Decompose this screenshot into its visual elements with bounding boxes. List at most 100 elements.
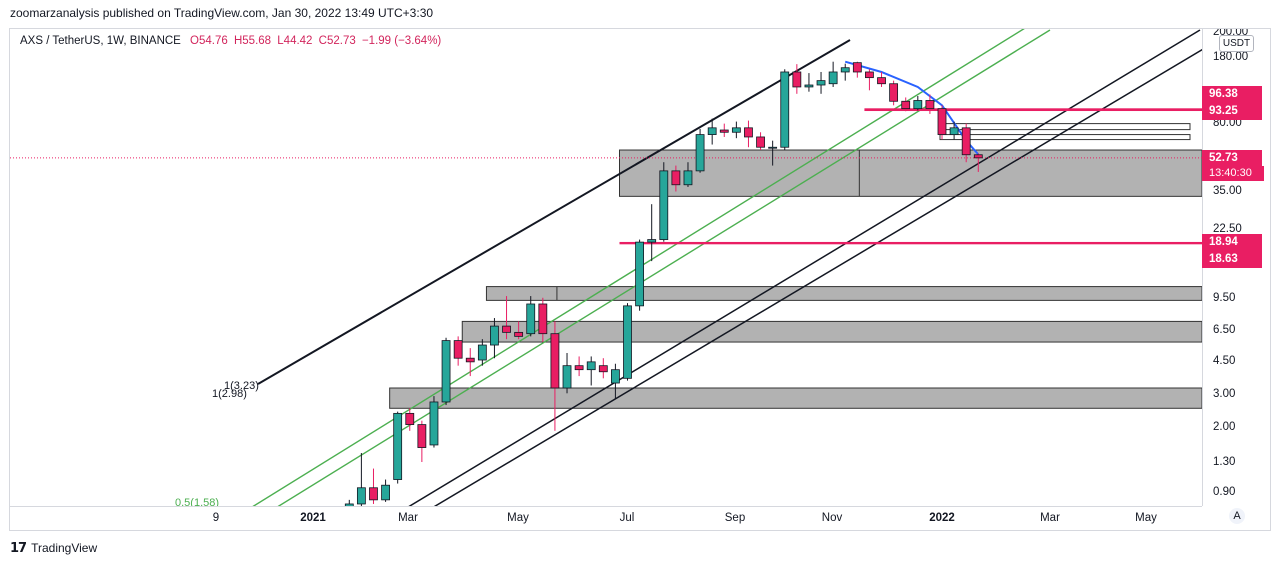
candle-up — [344, 503, 354, 506]
channel-lower-line-1 — [408, 29, 1201, 506]
candle-down — [937, 108, 947, 135]
candle-up — [816, 80, 826, 86]
time-tick: 2022 — [929, 512, 955, 524]
candle-up — [526, 303, 536, 335]
candle-down — [961, 127, 971, 156]
footer: 𝟭𝟳 TradingView — [10, 540, 97, 556]
small-zone — [939, 123, 1191, 131]
candle-down — [550, 333, 560, 389]
candle-up — [356, 487, 366, 505]
series-legend: AXS / TetherUS, 1W, BINANCE O54.76 H55.6… — [20, 35, 444, 47]
candle-down — [405, 412, 415, 425]
time-axis[interactable]: 9 2021 Mar May Jul Sep Nov 2022 Mar May — [10, 506, 1202, 531]
time-tick: Mar — [398, 512, 418, 524]
candle-down — [369, 487, 378, 501]
fib-label-half: 0.5(1.58) — [175, 497, 220, 506]
candle-down — [502, 325, 511, 333]
fib-label-b: 1(2.98) — [212, 388, 247, 400]
candle-up — [623, 305, 632, 379]
candle-up — [441, 340, 451, 403]
candle-up — [913, 100, 923, 110]
support-zone — [619, 149, 1202, 197]
candlestick-chart[interactable] — [10, 29, 1202, 506]
candle-up — [586, 361, 596, 371]
price-label-18-94: 18.94 — [1202, 234, 1262, 251]
time-tick: 9 — [212, 512, 220, 524]
price-tick: 200.00 — [1213, 29, 1249, 38]
candle-down — [973, 154, 983, 159]
candle-up — [768, 146, 778, 149]
price-tick: 35.00 — [1213, 185, 1242, 197]
price-label-93: 93.25 — [1202, 103, 1262, 120]
candle-down — [671, 170, 681, 186]
candle-up — [828, 71, 838, 85]
time-tick: May — [1135, 512, 1157, 524]
candle-down — [574, 365, 584, 371]
candle-down — [852, 62, 862, 73]
auto-scale-button[interactable]: A — [1229, 508, 1245, 524]
candle-down — [756, 136, 765, 148]
change-value: −1.99 (−3.64%) — [361, 35, 442, 47]
candle-up — [635, 241, 644, 307]
candle-up — [949, 127, 959, 135]
candle-down — [417, 424, 427, 448]
low-value: L44.42 — [277, 35, 313, 47]
candle-up — [780, 71, 790, 148]
price-tick: 22.50 — [1213, 223, 1242, 235]
candle-down — [538, 303, 548, 335]
price-tick: 80.00 — [1213, 117, 1242, 129]
small-zone — [939, 134, 1191, 141]
price-tick: 6.50 — [1213, 324, 1236, 336]
price-tick: 4.50 — [1213, 355, 1236, 367]
price-tick: 0.90 — [1213, 486, 1236, 498]
currency-button[interactable]: USDT — [1219, 35, 1254, 52]
candle-down — [792, 71, 802, 88]
price-axis[interactable]: 200.00 180.00 80.00 35.00 22.50 9.50 6.50 4.50 3… — [1202, 29, 1271, 506]
candle-down — [925, 100, 935, 110]
tradingview-logo-icon: 𝟭𝟳 — [10, 540, 27, 555]
candle-up — [683, 170, 693, 186]
candle-down — [865, 71, 874, 79]
plot-area[interactable] — [10, 29, 1202, 506]
support-zone — [485, 286, 1202, 301]
support-zone — [389, 387, 1202, 409]
price-label-96: 96.38 — [1202, 86, 1262, 103]
time-tick: Jul — [619, 512, 635, 524]
candle-down — [889, 83, 899, 102]
channel-upper-line — [257, 39, 851, 385]
candle-down — [901, 100, 911, 110]
support-band — [619, 241, 1202, 245]
candle-up — [695, 134, 705, 172]
candle-up — [647, 239, 657, 243]
candle-down — [514, 331, 524, 337]
candle-down — [453, 340, 463, 359]
time-tick: Mar — [1040, 512, 1060, 524]
time-tick: Sep — [724, 512, 746, 524]
ohlc-values: O54.76 H55.68 L44.42 C52.73 −1.99 (−3.64… — [190, 35, 444, 47]
candle-up — [562, 365, 572, 389]
candle-up — [731, 127, 741, 133]
candle-down — [744, 127, 753, 138]
time-tick: May — [507, 512, 529, 524]
candle-down — [719, 129, 729, 133]
price-tick: 1.30 — [1213, 456, 1236, 468]
candle-down — [465, 357, 475, 363]
candle-up — [611, 369, 620, 384]
price-tick: 180.00 — [1213, 51, 1249, 63]
candle-down — [877, 77, 886, 85]
support-zone — [461, 320, 1202, 343]
green-channel-line-1 — [252, 29, 1025, 506]
candle-up — [840, 67, 850, 73]
green-channel-line-2 — [277, 29, 1051, 506]
candle-down — [598, 365, 608, 373]
footer-brand: TradingView — [31, 541, 98, 555]
price-tick: 9.50 — [1213, 292, 1236, 304]
symbol-label[interactable]: AXS / TetherUS, 1W, BINANCE — [20, 35, 181, 47]
fib-label-a: 1(3.23) — [224, 380, 259, 392]
close-value: C52.73 — [318, 35, 356, 47]
publisher-header: zoomarzanalysis published on TradingView… — [10, 6, 434, 20]
time-tick: Nov — [821, 512, 843, 524]
candle-up — [707, 127, 717, 135]
candle-up — [381, 484, 390, 501]
candle-up — [659, 170, 669, 240]
